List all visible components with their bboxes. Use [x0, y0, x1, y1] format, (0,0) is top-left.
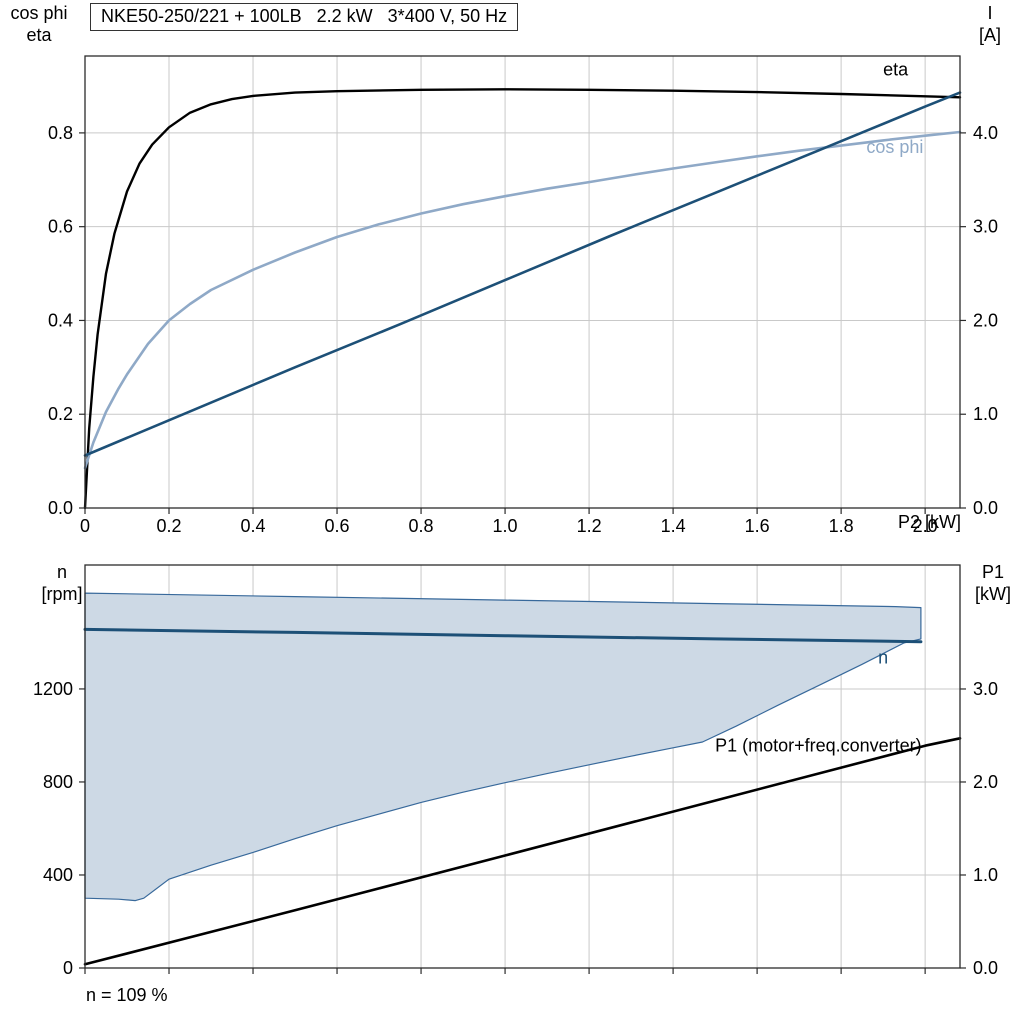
- left-tick-label: 0: [63, 958, 73, 978]
- left-tick-label: 1200: [33, 679, 73, 699]
- x-tick-label: 0.6: [325, 516, 350, 536]
- right-tick-label: 2.0: [973, 310, 998, 330]
- curve-label-cos-phi: cos phi: [866, 137, 923, 157]
- bottom-left-axis-label: n [rpm]: [26, 561, 98, 605]
- x-tick-label: 0.4: [241, 516, 266, 536]
- right-tick-label: 0.0: [973, 958, 998, 978]
- x-tick-label: 0.8: [409, 516, 434, 536]
- axis-label-rpm-unit: [rpm]: [41, 584, 83, 604]
- right-tick-label: 1.0: [973, 865, 998, 885]
- axis-label-current: I: [987, 3, 993, 23]
- speed-percent-label: n = 109 %: [86, 985, 168, 1005]
- left-tick-label: 400: [43, 865, 73, 885]
- right-tick-label: 3.0: [973, 217, 998, 237]
- left-tick-label: 800: [43, 772, 73, 792]
- right-tick-label: 1.0: [973, 404, 998, 424]
- bottom-right-axis-label: P1 [kW]: [962, 561, 1024, 605]
- x-tick-label: 1.6: [745, 516, 770, 536]
- curve-label-P1: P1 (motor+freq.converter): [715, 735, 922, 755]
- curve-current-I: [83, 91, 962, 457]
- plot-frame: [84, 55, 961, 509]
- curve-P1: [83, 737, 962, 966]
- left-tick-label: 0.6: [48, 217, 73, 237]
- curve-label-speed-n: n: [878, 647, 888, 667]
- x-tick-label: 0: [80, 516, 90, 536]
- axis-label-ampere-unit: [A]: [978, 25, 1001, 45]
- x-tick-label: 2.0: [913, 516, 938, 536]
- left-tick-label: 0.4: [48, 310, 73, 330]
- top-right-axis-label: I [A]: [958, 2, 1022, 46]
- left-tick-label: 0.8: [48, 123, 73, 143]
- curve-speed-n: [83, 627, 923, 644]
- curve-eta: [83, 88, 962, 510]
- x-tick-label: 1.0: [493, 516, 518, 536]
- axis-label-eta: eta: [26, 25, 52, 45]
- x-tick-label: 1.2: [577, 516, 602, 536]
- x-tick-label: 1.4: [661, 516, 686, 536]
- title-box: NKE50-250/221 + 100LB 2.2 kW 3*400 V, 50…: [90, 3, 519, 31]
- left-tick-label: 0.0: [48, 498, 73, 518]
- right-tick-label: 2.0: [973, 772, 998, 792]
- axis-label-p1: P1: [981, 562, 1005, 582]
- right-tick-label: 0.0: [973, 498, 998, 518]
- left-tick-label: 0.2: [48, 404, 73, 424]
- curve-cos-phi: [83, 130, 962, 470]
- plot-frame: [84, 564, 961, 969]
- curve-label-eta: eta: [883, 60, 909, 80]
- axis-label-speed: n: [56, 562, 67, 582]
- x-tick-label: 0.2: [156, 516, 181, 536]
- band-speed-range: [84, 592, 922, 902]
- right-tick-label: 3.0: [973, 679, 998, 699]
- x-tick-label: 1.8: [829, 516, 854, 536]
- axis-label-cos-phi: cos phi: [10, 3, 68, 23]
- right-tick-label: 4.0: [973, 123, 998, 143]
- top-left-axis-label: cos phi eta: [0, 2, 78, 46]
- axis-label-kw-unit: [kW]: [975, 584, 1011, 604]
- x-axis-label: P2 [kW]: [898, 512, 962, 532]
